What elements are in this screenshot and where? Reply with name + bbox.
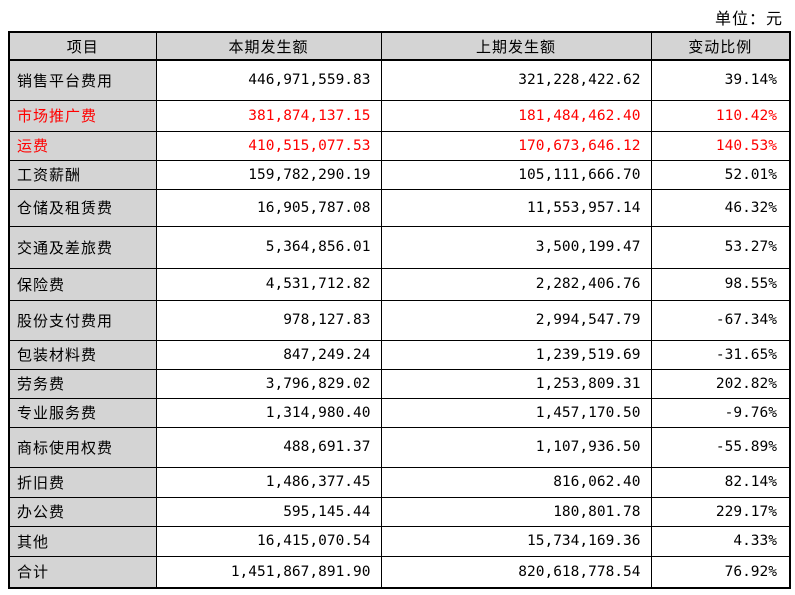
table-row: 工资薪酬 159,782,290.19 105,111,666.70 52.01% [8, 159, 791, 190]
current-amount-cell: 847,249.24 [155, 339, 382, 370]
prior-amount-cell: 1,239,519.69 [380, 339, 652, 370]
item-cell: 仓储及租赁费 [8, 188, 157, 227]
prior-amount-cell: 1,107,936.50 [380, 426, 652, 468]
prior-amount-cell: 15,734,169.36 [380, 525, 652, 557]
change-ratio-cell: 4.33% [650, 525, 791, 557]
current-amount-cell: 16,415,070.54 [155, 525, 382, 557]
expense-table-body: 销售平台费用 446,971,559.83 321,228,422.62 39.14%… [8, 59, 791, 589]
change-ratio-cell: 82.14% [650, 466, 791, 498]
change-ratio-cell: -67.34% [650, 299, 791, 341]
item-cell: 工资薪酬 [8, 159, 157, 190]
table-row: 交通及差旅费 5,364,856.01 3,500,199.47 53.27% [8, 225, 791, 269]
change-ratio-cell: 140.53% [650, 130, 791, 161]
column-header-item: 项目 [8, 31, 157, 61]
table-header: 项目 本期发生额 上期发生额 变动比例 [8, 31, 791, 61]
column-header-current-period: 本期发生额 [155, 31, 382, 61]
item-cell: 运费 [8, 130, 157, 161]
change-ratio-cell: 76.92% [650, 555, 791, 589]
current-amount-cell: 3,796,829.02 [155, 368, 382, 399]
item-cell: 销售平台费用 [8, 59, 157, 101]
change-ratio-cell: 39.14% [650, 59, 791, 101]
table-row: 销售平台费用 446,971,559.83 321,228,422.62 39.14% [8, 59, 791, 101]
prior-amount-cell: 105,111,666.70 [380, 159, 652, 190]
change-ratio-cell: -9.76% [650, 397, 791, 428]
table-row: 专业服务费 1,314,980.40 1,457,170.50 -9.76% [8, 397, 791, 428]
prior-amount-cell: 1,253,809.31 [380, 368, 652, 399]
table-row: 仓储及租赁费 16,905,787.08 11,553,957.14 46.32% [8, 188, 791, 227]
change-ratio-cell: 46.32% [650, 188, 791, 227]
prior-amount-cell: 816,062.40 [380, 466, 652, 498]
table-row: 运费 410,515,077.53 170,673,646.12 140.53% [8, 130, 791, 161]
item-cell: 折旧费 [8, 466, 157, 498]
expense-table: 项目 本期发生额 上期发生额 变动比例 销售平台费用 446,971,559.83… [8, 31, 791, 589]
current-amount-cell: 381,874,137.15 [155, 99, 382, 132]
table-row: 股份支付费用 978,127.83 2,994,547.79 -67.34% [8, 299, 791, 341]
table-row: 办公费 595,145.44 180,801.78 229.17% [8, 496, 791, 527]
current-amount-cell: 5,364,856.01 [155, 225, 382, 269]
current-amount-cell: 446,971,559.83 [155, 59, 382, 101]
prior-amount-cell: 321,228,422.62 [380, 59, 652, 101]
change-ratio-cell: 202.82% [650, 368, 791, 399]
change-ratio-cell: 110.42% [650, 99, 791, 132]
prior-amount-cell: 11,553,957.14 [380, 188, 652, 227]
change-ratio-cell: 53.27% [650, 225, 791, 269]
current-amount-cell: 595,145.44 [155, 496, 382, 527]
unit-label: 单位：元 [714, 11, 783, 28]
current-amount-cell: 1,486,377.45 [155, 466, 382, 498]
table-row: 折旧费 1,486,377.45 816,062.40 82.14% [8, 466, 791, 498]
change-ratio-cell: 52.01% [650, 159, 791, 190]
table-row: 其他 16,415,070.54 15,734,169.36 4.33% [8, 525, 791, 557]
prior-amount-cell: 181,484,462.40 [380, 99, 652, 132]
item-cell: 股份支付费用 [8, 299, 157, 341]
table-row: 商标使用权费 488,691.37 1,107,936.50 -55.89% [8, 426, 791, 468]
prior-amount-cell: 180,801.78 [380, 496, 652, 527]
item-cell: 专业服务费 [8, 397, 157, 428]
item-cell: 市场推广费 [8, 99, 157, 132]
current-amount-cell: 978,127.83 [155, 299, 382, 341]
item-cell: 包装材料费 [8, 339, 157, 370]
item-cell: 商标使用权费 [8, 426, 157, 468]
change-ratio-cell: 229.17% [650, 496, 791, 527]
change-ratio-cell: 98.55% [650, 267, 791, 301]
column-header-prior-period: 上期发生额 [380, 31, 652, 61]
current-amount-cell: 410,515,077.53 [155, 130, 382, 161]
item-cell: 保险费 [8, 267, 157, 301]
prior-amount-cell: 3,500,199.47 [380, 225, 652, 269]
table-row: 劳务费 3,796,829.02 1,253,809.31 202.82% [8, 368, 791, 399]
table-row: 保险费 4,531,712.82 2,282,406.76 98.55% [8, 267, 791, 301]
prior-amount-cell: 1,457,170.50 [380, 397, 652, 428]
table-row: 包装材料费 847,249.24 1,239,519.69 -31.65% [8, 339, 791, 370]
prior-amount-cell: 170,673,646.12 [380, 130, 652, 161]
item-cell: 其他 [8, 525, 157, 557]
current-amount-cell: 1,451,867,891.90 [155, 555, 382, 589]
current-amount-cell: 16,905,787.08 [155, 188, 382, 227]
current-amount-cell: 159,782,290.19 [155, 159, 382, 190]
current-amount-cell: 488,691.37 [155, 426, 382, 468]
change-ratio-cell: -31.65% [650, 339, 791, 370]
current-amount-cell: 1,314,980.40 [155, 397, 382, 428]
item-cell: 办公费 [8, 496, 157, 527]
column-header-change-ratio: 变动比例 [650, 31, 791, 61]
change-ratio-cell: -55.89% [650, 426, 791, 468]
item-cell: 合计 [8, 555, 157, 589]
prior-amount-cell: 2,282,406.76 [380, 267, 652, 301]
current-amount-cell: 4,531,712.82 [155, 267, 382, 301]
prior-amount-cell: 2,994,547.79 [380, 299, 652, 341]
table-row: 市场推广费 381,874,137.15 181,484,462.40 110.42% [8, 99, 791, 132]
item-cell: 交通及差旅费 [8, 225, 157, 269]
item-cell: 劳务费 [8, 368, 157, 399]
prior-amount-cell: 820,618,778.54 [380, 555, 652, 589]
table-row: 合计 1,451,867,891.90 820,618,778.54 76.92% [8, 555, 791, 589]
